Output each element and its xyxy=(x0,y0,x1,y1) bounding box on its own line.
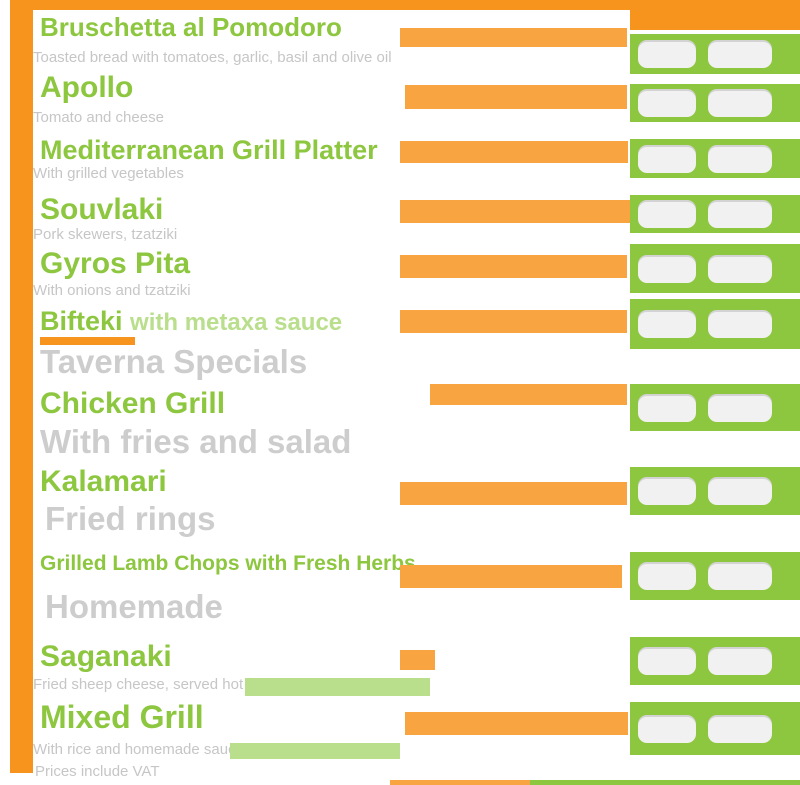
bottom-edge-green-bar xyxy=(530,780,800,785)
item-description: With rice and homemade sauce xyxy=(33,741,244,758)
price-leader-bar xyxy=(400,310,627,333)
item-name: Bifteki with metaxa sauce xyxy=(40,307,342,335)
price-leader-bar xyxy=(400,141,628,163)
item-description: With onions and tzatziki xyxy=(33,282,191,299)
order-button-large[interactable] xyxy=(708,89,772,117)
price-leader-bar xyxy=(400,28,627,47)
order-button-small[interactable] xyxy=(638,310,696,338)
price-leader-bar xyxy=(405,85,627,109)
order-button-large[interactable] xyxy=(708,310,772,338)
order-button-small[interactable] xyxy=(638,254,696,283)
order-card xyxy=(630,84,800,122)
top-border-bar xyxy=(33,0,630,10)
order-button-small[interactable] xyxy=(638,562,696,590)
order-card xyxy=(630,702,800,755)
order-button-small[interactable] xyxy=(638,144,696,173)
order-button-small[interactable] xyxy=(638,40,696,68)
item-description-large: Taverna Specials xyxy=(40,343,308,380)
item-name-main: Bifteki xyxy=(40,306,123,336)
item-name-suffix: with metaxa sauce xyxy=(130,309,343,336)
price-leader-bar xyxy=(430,384,627,405)
order-button-large[interactable] xyxy=(708,393,772,422)
bottom-edge-orange-bar xyxy=(390,780,530,785)
right-column-header-block xyxy=(630,0,800,30)
item-description: Toasted bread with tomatoes, garlic, bas… xyxy=(33,49,392,66)
price-leader-bar xyxy=(400,650,435,670)
item-description-large: With fries and salad xyxy=(40,423,352,460)
order-card xyxy=(630,244,800,293)
order-button-small[interactable] xyxy=(638,647,696,675)
item-description: Fried sheep cheese, served hot xyxy=(33,676,244,693)
order-card xyxy=(630,384,800,431)
item-name: Apollo xyxy=(40,71,134,104)
price-leader-bar xyxy=(400,200,630,223)
item-description-large: Fried rings xyxy=(45,500,216,537)
description-highlight-band xyxy=(230,743,400,759)
price-leader-bar xyxy=(400,255,627,278)
item-description: Tomato and cheese xyxy=(33,109,164,126)
item-name: Mixed Grill xyxy=(40,699,204,735)
order-button-large[interactable] xyxy=(708,200,772,228)
left-border-stripe xyxy=(10,0,33,773)
price-leader-bar xyxy=(400,565,622,588)
order-button-large[interactable] xyxy=(708,647,772,675)
order-button-small[interactable] xyxy=(638,477,696,505)
item-description-large: Homemade xyxy=(45,588,223,625)
order-button-small[interactable] xyxy=(638,89,696,117)
footer-note: Prices include VAT xyxy=(35,763,160,780)
item-name: Saganaki xyxy=(40,640,172,673)
order-card xyxy=(630,139,800,178)
order-button-large[interactable] xyxy=(708,714,772,743)
item-name: Chicken Grill xyxy=(40,387,226,420)
order-card xyxy=(630,467,800,515)
item-name: Kalamari xyxy=(40,465,167,498)
order-card xyxy=(630,299,800,349)
item-description: With grilled vegetables xyxy=(33,165,184,182)
order-button-small[interactable] xyxy=(638,393,696,422)
item-name: Gyros Pita xyxy=(40,247,191,280)
item-name: Grilled Lamb Chops with Fresh Herbs xyxy=(40,552,416,575)
order-card xyxy=(630,637,800,685)
order-button-large[interactable] xyxy=(708,562,772,590)
item-name: Bruschetta al Pomodoro xyxy=(40,12,342,42)
order-card xyxy=(630,195,800,233)
price-leader-bar xyxy=(400,482,627,505)
price-leader-bar xyxy=(405,712,628,735)
order-button-large[interactable] xyxy=(708,40,772,68)
order-button-large[interactable] xyxy=(708,144,772,173)
order-card xyxy=(630,34,800,74)
order-button-large[interactable] xyxy=(708,254,772,283)
order-button-large[interactable] xyxy=(708,477,772,505)
name-underline-bar xyxy=(40,337,135,345)
item-name: Souvlaki xyxy=(40,193,164,226)
order-card xyxy=(630,552,800,600)
order-button-small[interactable] xyxy=(638,200,696,228)
item-name: Mediterranean Grill Platter xyxy=(40,135,378,165)
description-highlight-band xyxy=(245,678,430,696)
item-description: Pork skewers, tzatziki xyxy=(33,226,178,243)
order-button-small[interactable] xyxy=(638,714,696,743)
